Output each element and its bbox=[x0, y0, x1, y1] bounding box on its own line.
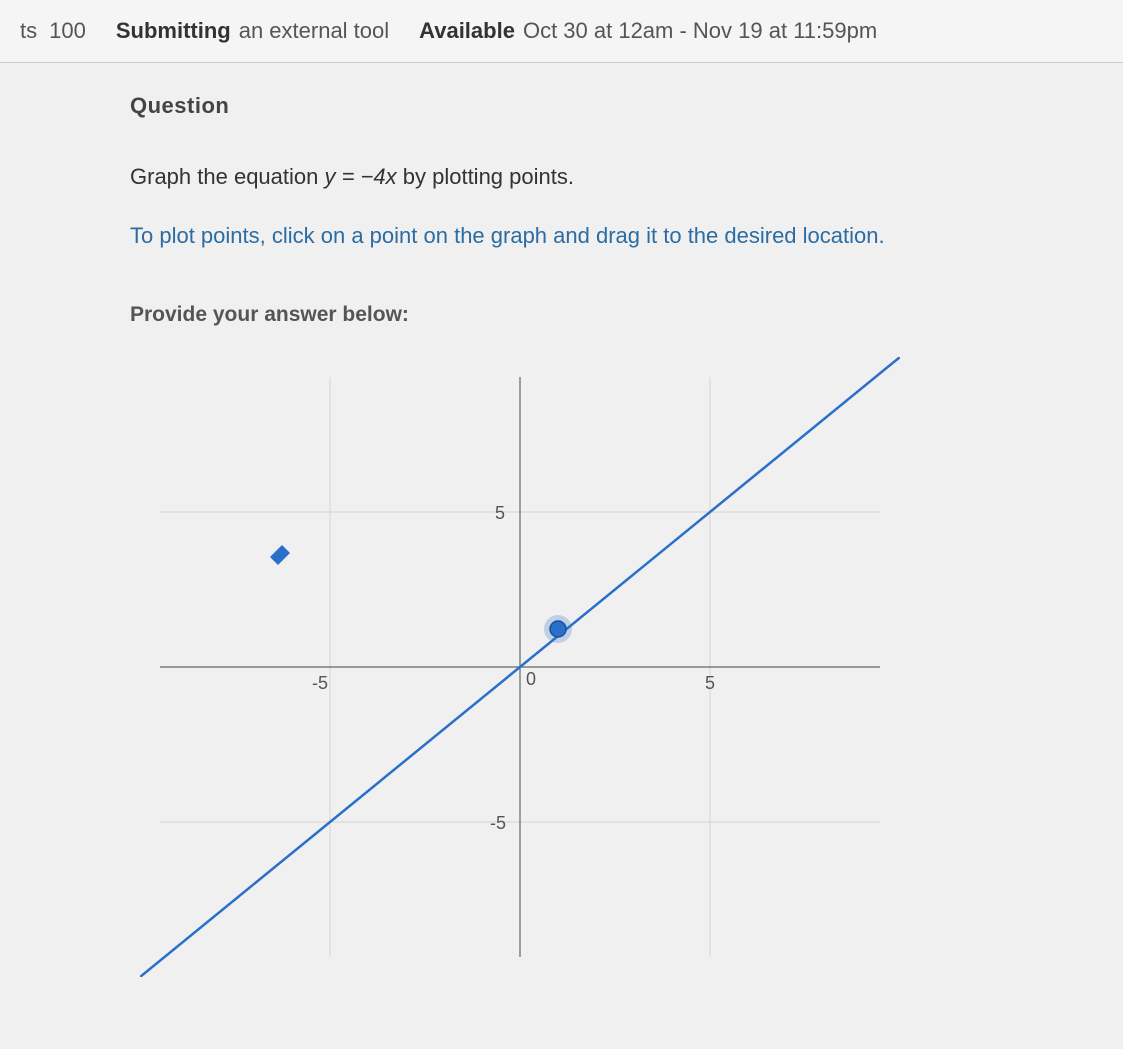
available-section: Available Oct 30 at 12am - Nov 19 at 11:… bbox=[419, 18, 877, 44]
submitting-label: Submitting bbox=[116, 18, 231, 44]
drag-point[interactable] bbox=[550, 621, 566, 637]
graph-plot-area[interactable]: 0 -5 5 5 -5 bbox=[140, 357, 900, 977]
question-prompt: Graph the equation y = −4x by plotting p… bbox=[130, 159, 1123, 194]
x-tick-neg5: -5 bbox=[312, 673, 328, 693]
submitting-value: an external tool bbox=[239, 18, 389, 44]
prompt-prefix: Graph the equation bbox=[130, 164, 324, 189]
question-header: Question bbox=[130, 93, 1123, 119]
origin-label: 0 bbox=[526, 669, 536, 689]
available-label: Available bbox=[419, 18, 515, 44]
points-section: ts 100 bbox=[20, 18, 86, 44]
content-area: Question Graph the equation y = −4x by p… bbox=[0, 63, 1123, 977]
available-value: Oct 30 at 12am - Nov 19 at 11:59pm bbox=[523, 18, 877, 44]
graph-svg[interactable]: 0 -5 5 5 -5 bbox=[140, 357, 900, 977]
y-tick-neg5: -5 bbox=[490, 813, 506, 833]
equation-text: y = −4x bbox=[324, 164, 396, 189]
points-value: 100 bbox=[49, 18, 86, 44]
answer-label: Provide your answer below: bbox=[130, 303, 1123, 327]
assignment-header: ts 100 Submitting an external tool Avail… bbox=[0, 0, 1123, 63]
submitting-section: Submitting an external tool bbox=[116, 18, 389, 44]
prompt-suffix: by plotting points. bbox=[397, 164, 574, 189]
x-tick-pos5: 5 bbox=[705, 673, 715, 693]
arrow-indicator-icon bbox=[270, 545, 290, 565]
y-tick-pos5: 5 bbox=[495, 503, 505, 523]
points-prefix: ts bbox=[20, 18, 37, 44]
instruction-text: To plot points, click on a point on the … bbox=[130, 218, 1123, 253]
